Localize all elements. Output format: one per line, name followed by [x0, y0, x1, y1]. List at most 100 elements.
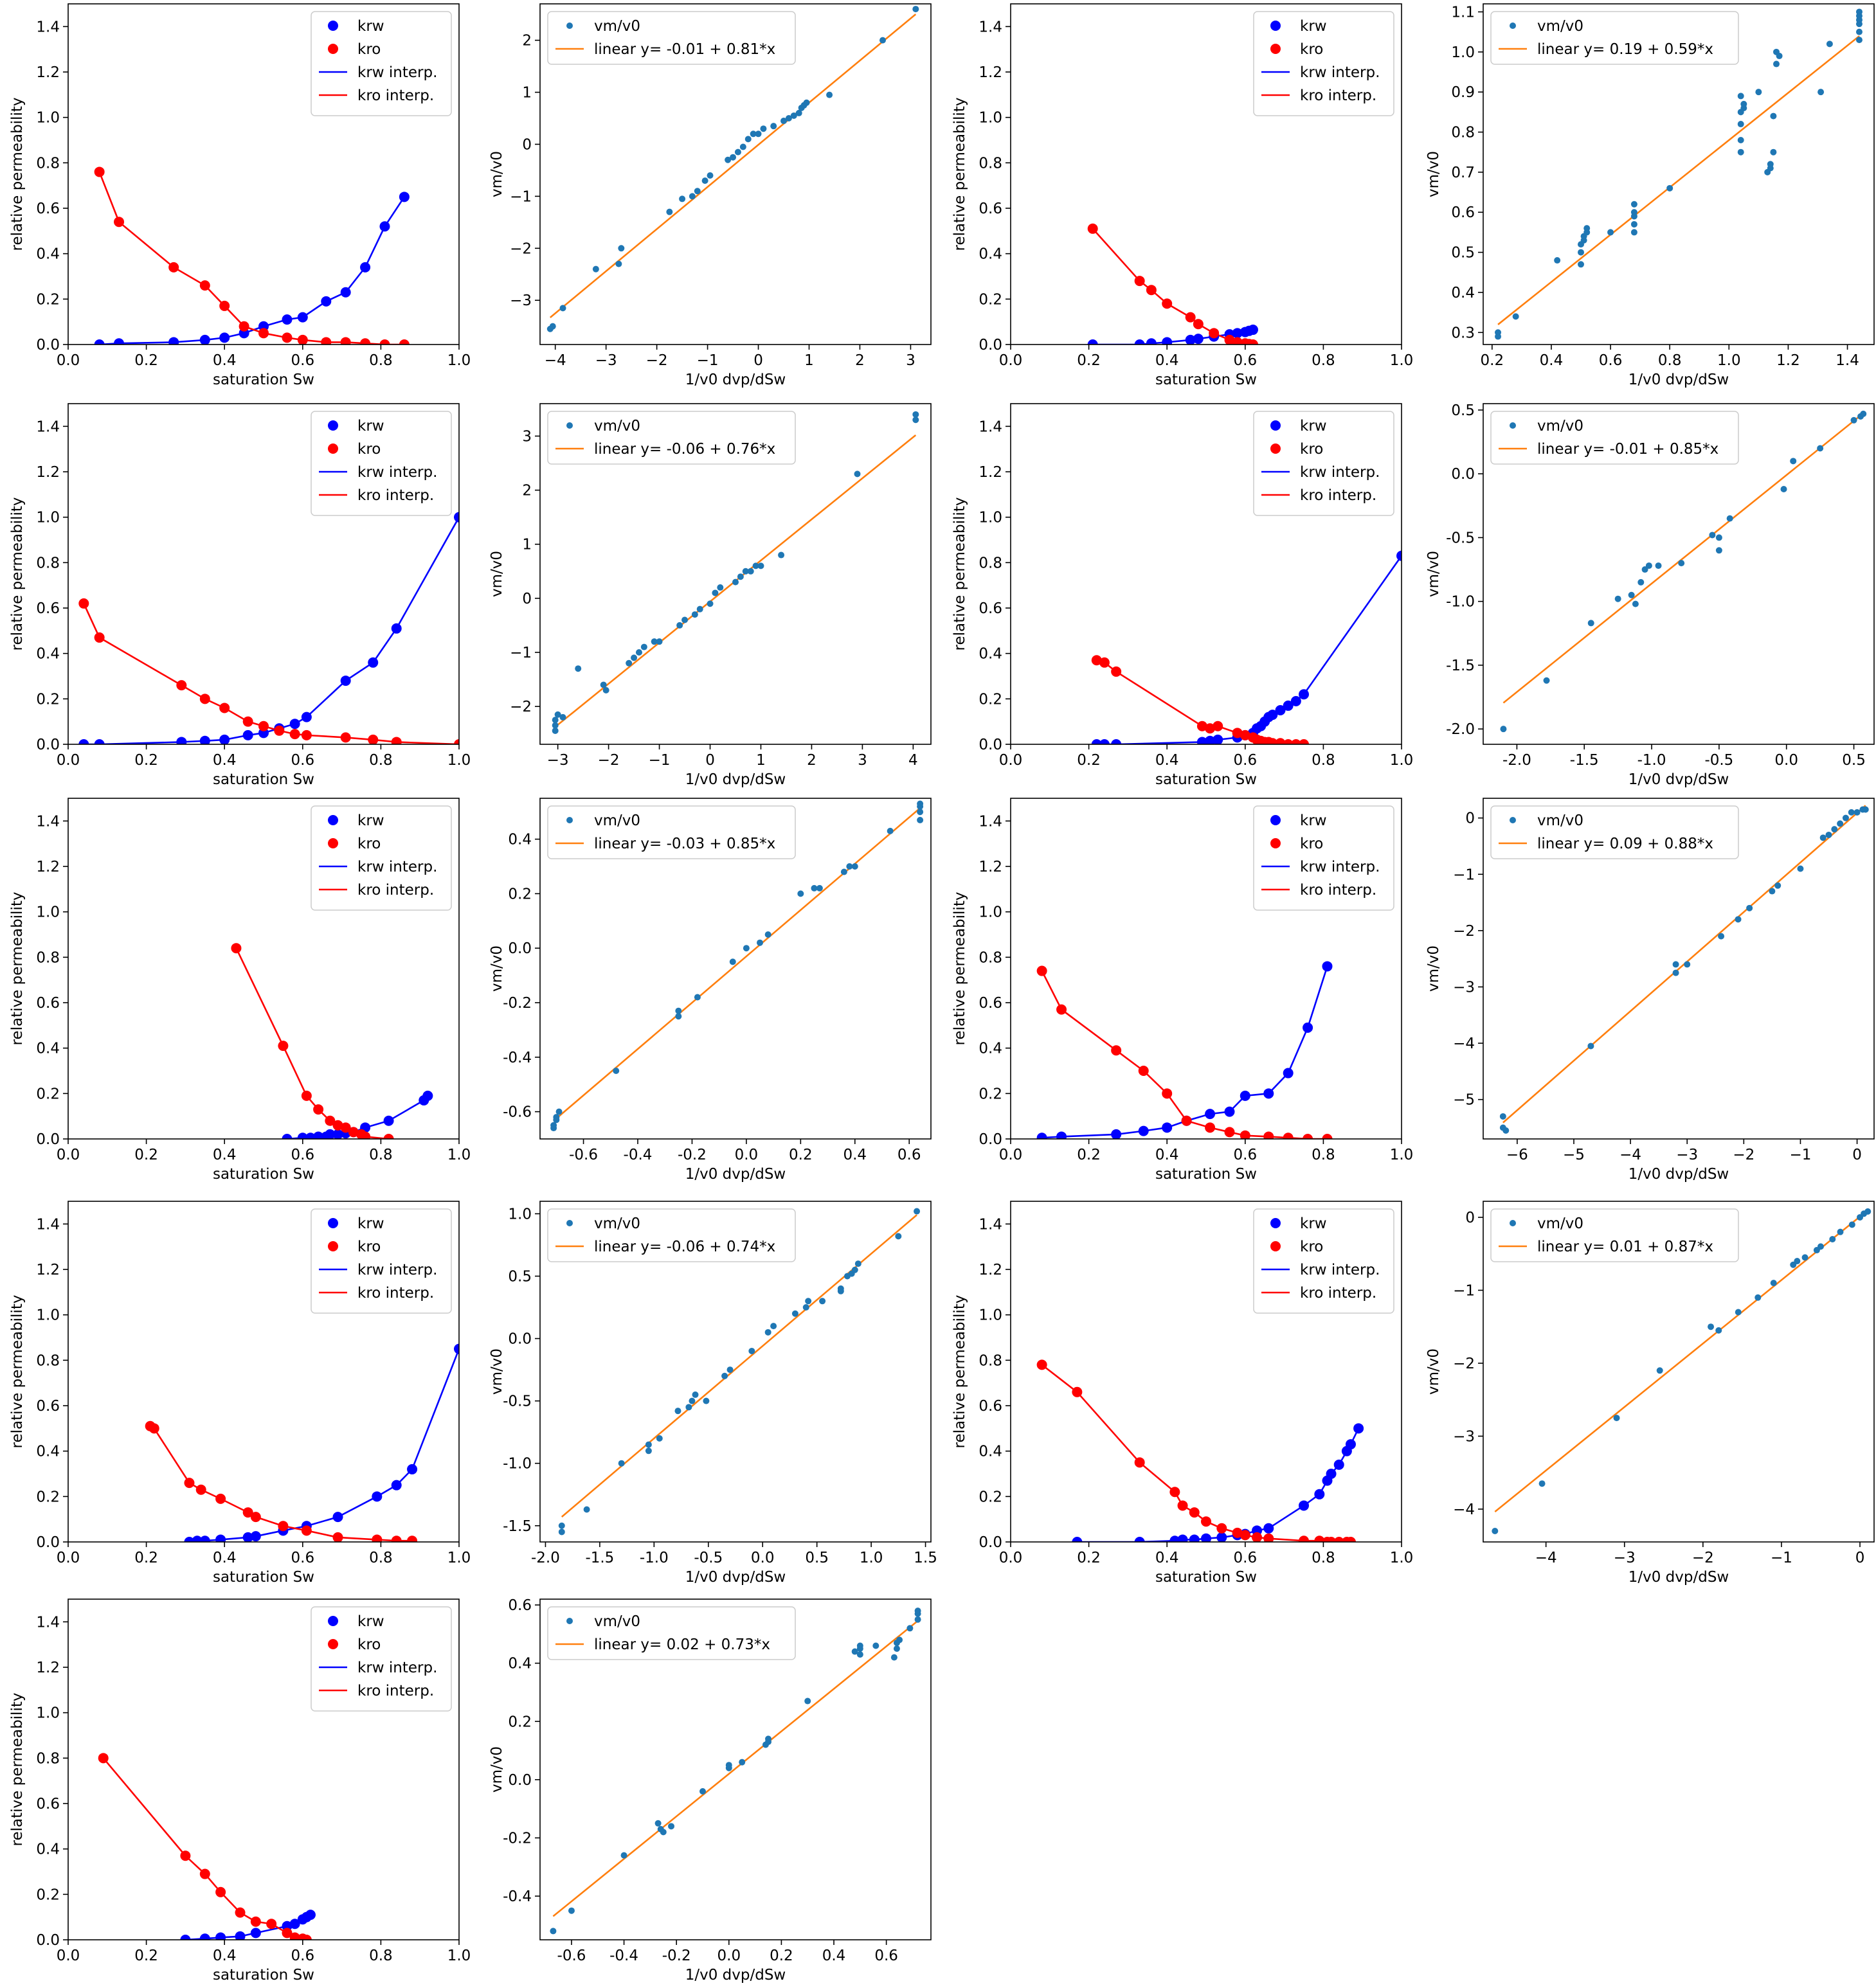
krw-point [1263, 1088, 1274, 1099]
legend-box [547, 11, 796, 65]
krw-point [180, 1935, 191, 1940]
kro-point [1201, 1516, 1211, 1527]
krw-point [1162, 1122, 1173, 1133]
legend: vm/v0 linear y= -0.06 + 0.76*x [547, 411, 796, 465]
krw-point [391, 623, 402, 634]
kro-point [1213, 721, 1223, 731]
legend-marker [328, 1639, 338, 1649]
y-tick-label: 0.2 [979, 291, 1002, 308]
krw-point [1326, 1469, 1337, 1479]
axes-frame [539, 403, 932, 745]
legend-box [547, 1606, 796, 1660]
y-tick-label: 1.2 [36, 1262, 60, 1278]
legend-label: kro interp. [1300, 1285, 1376, 1302]
y-tick-label: 1.2 [36, 859, 60, 875]
x-tick-label: 0.0 [999, 352, 1023, 369]
legend-label: krw [1300, 812, 1327, 829]
y-tick-label: 1.0 [36, 1307, 60, 1324]
krw-point [360, 262, 371, 273]
kro-point [1134, 1457, 1145, 1468]
data-point [1630, 201, 1637, 208]
x-axis-label: saturation Sw [1155, 372, 1257, 388]
legend-label: kro interp. [1300, 882, 1376, 899]
legend-label: krw [357, 1613, 384, 1630]
x-tick-label: -0.2 [678, 1147, 707, 1163]
data-point [717, 584, 724, 591]
y-tick-label: -0.5 [503, 1393, 532, 1410]
y-tick-label: 1.0 [979, 1307, 1002, 1324]
data-point [550, 1122, 557, 1129]
data-point [896, 1636, 903, 1643]
x-tick-label: 0.2 [1077, 1550, 1101, 1566]
legend: vm/v0 linear y= 0.01 + 0.87*x [1490, 1208, 1739, 1262]
x-tick-label: 0.4 [213, 1147, 237, 1163]
krw-point [305, 1910, 316, 1921]
legend-label: linear y= -0.06 + 0.74*x [594, 1239, 775, 1255]
legend-marker [566, 422, 573, 429]
y-tick-label: 2 [522, 33, 532, 49]
data-point [1770, 1280, 1777, 1287]
legend-marker [1270, 838, 1281, 848]
axes-frame [68, 1201, 460, 1543]
x-tick-label: -0.2 [662, 1948, 691, 1964]
kro-point [176, 680, 187, 691]
legend-label: kro [357, 441, 381, 458]
legend-label: kro interp. [357, 882, 434, 899]
kro-interp-line [1041, 970, 1328, 1139]
legend-marker [1510, 817, 1516, 823]
legend-marker [1270, 44, 1281, 54]
kro-point [1036, 965, 1047, 976]
data-point [689, 193, 696, 200]
chart-10: -0.6 -0.4 -0.2 0.0 0.2 0.4 0.6 -0.6 -0.4 -0.2 0.0 0… [489, 798, 932, 1183]
data-point [668, 1823, 675, 1830]
y-tick-label: 0.4 [36, 1841, 60, 1858]
krw-point [1111, 739, 1122, 744]
y-tick-label: 0.9 [1451, 84, 1475, 101]
legend-marker [328, 21, 338, 31]
data-point [747, 568, 754, 575]
kro-point [325, 1115, 336, 1126]
x-tick-label: 0.6 [1599, 352, 1623, 369]
legend-marker [566, 1220, 573, 1226]
krw-point [1216, 1532, 1227, 1542]
data-point [1628, 591, 1635, 598]
kro-point [1240, 730, 1250, 740]
x-tick-label: 0.5 [1842, 752, 1866, 769]
kro-point [242, 1507, 253, 1518]
data-point [732, 578, 739, 586]
kro-point [278, 1521, 289, 1532]
x-tick-label: 0.0 [57, 352, 80, 369]
legend-label: linear y= 0.01 + 0.87*x [1537, 1239, 1713, 1255]
y-tick-label: 0.8 [36, 1352, 60, 1369]
data-point [679, 195, 686, 202]
legend-marker [328, 443, 338, 454]
data-point [872, 1642, 879, 1649]
data-point [712, 589, 719, 596]
legend-label: krw interp. [357, 1660, 437, 1676]
data-point [1630, 220, 1637, 228]
data-point [694, 188, 701, 195]
data-point [1817, 445, 1824, 452]
data-point [854, 1260, 861, 1267]
x-tick-label: −3 [1676, 1147, 1698, 1163]
krw-point [289, 1919, 300, 1930]
y-tick-label: 0.8 [979, 949, 1002, 966]
axes-frame [1010, 403, 1402, 745]
y-tick-label: 0.8 [979, 155, 1002, 172]
x-tick-label: -1.5 [1570, 752, 1599, 769]
y-tick-label: 0.2 [979, 1489, 1002, 1505]
kro-point [94, 166, 105, 177]
plot-area [1500, 410, 1867, 733]
krw-point [1213, 734, 1223, 744]
y-tick-label: 0.2 [36, 291, 60, 308]
x-tick-label: 0.4 [1155, 752, 1179, 769]
krw-point [1345, 1439, 1356, 1450]
data-point [790, 112, 797, 119]
krw-point [168, 337, 179, 345]
data-point [914, 1208, 921, 1215]
kro-point [1185, 312, 1196, 323]
y-tick-label: 0.5 [1451, 402, 1475, 419]
x-tick-label: 0.4 [213, 352, 237, 369]
y-tick-label: 1.2 [979, 1262, 1002, 1278]
